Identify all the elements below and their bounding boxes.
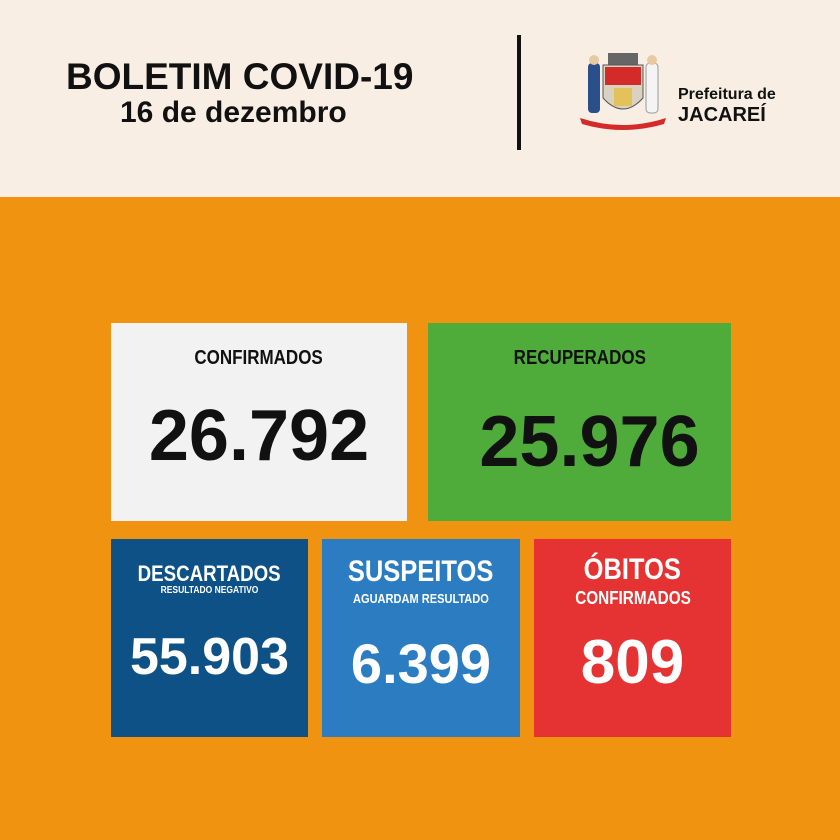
card-recuperados: RECUPERADOS 25.976	[428, 323, 731, 521]
card-sublabel: CONFIRMADOS	[574, 588, 691, 608]
card-label: RECUPERADOS	[513, 347, 646, 369]
org-name-line1: Prefeitura de	[678, 86, 776, 103]
card-value: 26.792	[148, 396, 370, 476]
header: BOLETIM COVID-19 16 de dezembro Prefeitu…	[0, 0, 840, 197]
card-value: 55.903	[129, 628, 290, 686]
card-label: DESCARTADOS	[137, 561, 282, 586]
card-descartados: DESCARTADOS RESULTADO NEGATIVO 55.903	[111, 539, 308, 737]
org-name-line2: JACAREÍ	[678, 104, 766, 126]
card-label: ÓBITOS	[583, 553, 682, 586]
card-label: SUSPEITOS	[348, 555, 494, 588]
divider	[517, 35, 521, 150]
bulletin-date: 16 de dezembro	[120, 96, 347, 129]
card-label: CONFIRMADOS	[194, 347, 324, 369]
card-obitos: ÓBITOS CONFIRMADOS 809	[534, 539, 731, 737]
card-suspeitos: SUSPEITOS AGUARDAM RESULTADO 6.399	[322, 539, 520, 737]
card-confirmados: CONFIRMADOS 26.792	[111, 323, 407, 521]
card-value: 25.976	[479, 402, 700, 482]
card-value: 6.399	[350, 632, 492, 695]
card-sublabel: AGUARDAM RESULTADO	[353, 591, 489, 606]
card-value: 809	[580, 628, 685, 697]
page-title: BOLETIM COVID-19	[66, 56, 414, 97]
card-sublabel: RESULTADO NEGATIVO	[160, 585, 259, 596]
coat-of-arms-icon	[580, 53, 666, 130]
